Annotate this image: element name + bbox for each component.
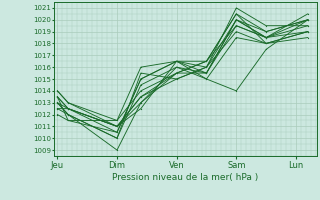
X-axis label: Pression niveau de la mer( hPa ): Pression niveau de la mer( hPa ) <box>112 173 259 182</box>
